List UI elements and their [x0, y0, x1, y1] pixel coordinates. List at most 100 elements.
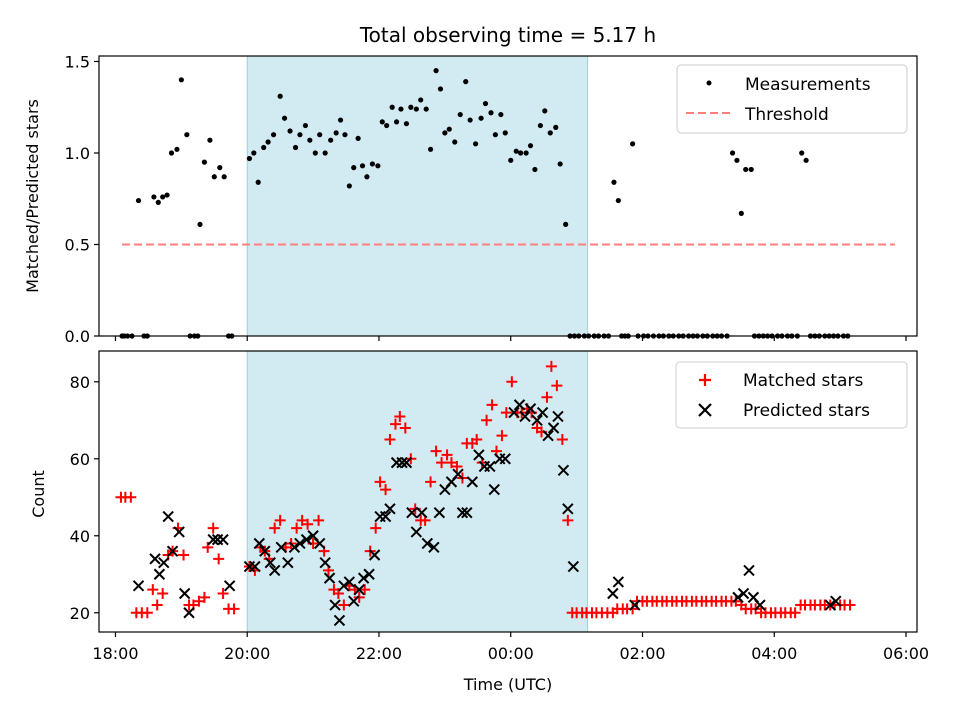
measurement-point — [508, 157, 514, 163]
measurement-point — [557, 161, 563, 167]
measurement-point — [452, 139, 458, 145]
matched-star-point — [389, 418, 401, 430]
matched-star-point — [384, 434, 396, 446]
x-tick-label: 02:00 — [619, 644, 665, 663]
legend-matched-marker — [699, 374, 711, 386]
measurement-point — [160, 194, 166, 200]
matched-star-point — [399, 422, 411, 434]
predicted-star-point — [433, 506, 446, 519]
matched-star-point — [436, 457, 448, 469]
measurement-point — [389, 104, 395, 110]
top-axes-frame — [98, 55, 918, 337]
predicted-star-point — [329, 599, 341, 611]
measurement-point — [292, 144, 299, 151]
matched-star-point — [269, 522, 281, 534]
measurement-point — [498, 111, 504, 118]
predicted-star-point — [754, 599, 766, 611]
predicted-star-point — [452, 468, 464, 480]
measurement-point — [346, 183, 352, 189]
measurement-point — [513, 148, 519, 154]
legend-predicted-marker — [698, 403, 712, 417]
predicted-star-point — [456, 506, 469, 519]
measurement-point — [184, 132, 190, 138]
measurement-point — [270, 132, 277, 138]
matched-star-point — [562, 514, 574, 526]
legend-measurements-marker — [706, 80, 712, 86]
measurement-point — [211, 174, 217, 180]
matched-star-point — [332, 588, 344, 600]
matched-star-point — [496, 430, 508, 442]
measurement-point — [478, 115, 484, 121]
matched-star-point — [551, 380, 563, 392]
measurement-point — [803, 157, 809, 163]
predicted-star-point — [562, 503, 574, 515]
measurement-point — [164, 192, 170, 198]
measurement-point — [217, 165, 223, 171]
legend-threshold-label: Threshold — [744, 105, 829, 125]
bottom-legend: Matched stars Predicted stars — [675, 361, 908, 429]
predicted-star-point — [368, 549, 381, 561]
matched-star-point — [147, 584, 159, 596]
measurement-point — [437, 86, 444, 92]
measurement-point — [322, 150, 328, 156]
matched-star-point — [430, 445, 442, 457]
measurement-point — [281, 115, 288, 121]
predicted-star-point — [319, 557, 331, 569]
measurement-point — [337, 117, 344, 123]
measurement-point — [532, 166, 538, 173]
measurement-point — [155, 199, 161, 206]
matched-star-point — [844, 599, 856, 611]
measurement-point — [738, 210, 744, 216]
predicted-star-point — [612, 576, 625, 588]
measurement-point — [359, 163, 366, 169]
measurement-point — [384, 122, 390, 129]
x-tick-label: 18:00 — [92, 644, 138, 663]
predicted-star-point — [547, 422, 560, 434]
predicted-star-point — [275, 541, 287, 554]
measurement-point — [277, 93, 283, 99]
matched-star-point — [141, 607, 153, 619]
x-tick-label: 04:00 — [751, 644, 797, 663]
predicted-star-point — [466, 476, 479, 488]
predicted-star-point — [416, 506, 428, 519]
measurement-point — [488, 110, 494, 116]
matched-star-point — [425, 476, 437, 488]
predicted-star-point — [333, 614, 346, 627]
y-tick-label: 1.5 — [65, 52, 90, 71]
measurement-point — [748, 166, 754, 173]
measurement-point — [317, 132, 323, 138]
matched-star-point — [486, 399, 498, 411]
matched-star-point — [359, 584, 371, 596]
measurement-point — [174, 146, 180, 152]
predicted-star-point — [384, 503, 396, 515]
measurement-point — [246, 155, 253, 162]
measurement-point — [547, 130, 553, 136]
measurement-point — [342, 132, 348, 138]
measurement-point — [729, 150, 736, 156]
matched-star-point — [500, 407, 512, 419]
measurement-point — [433, 68, 439, 74]
matched-star-point — [789, 607, 801, 619]
measurement-point — [151, 194, 157, 200]
predicted-star-point — [153, 568, 166, 580]
legend-matched-label: Matched stars — [743, 371, 863, 391]
predicted-star-point — [132, 580, 145, 592]
x-axis-label: Time (UTC) — [463, 675, 552, 694]
measurement-point — [467, 117, 473, 123]
predicted-star-point — [313, 537, 326, 550]
measurement-point — [502, 130, 508, 136]
predicted-star-point — [268, 564, 281, 577]
y-tick-label: 60 — [70, 450, 90, 469]
measurement-point — [542, 108, 548, 114]
y-tick-label: 20 — [70, 604, 90, 623]
matched-star-point — [506, 376, 518, 388]
predicted-star-point — [830, 595, 842, 607]
matched-star-point — [207, 522, 219, 534]
matched-star-point — [353, 591, 365, 603]
matched-star-point — [125, 491, 137, 503]
predicted-star-point — [294, 537, 306, 550]
measurement-point — [297, 132, 303, 138]
measurement-point — [328, 137, 334, 143]
matched-star-point — [380, 484, 392, 496]
